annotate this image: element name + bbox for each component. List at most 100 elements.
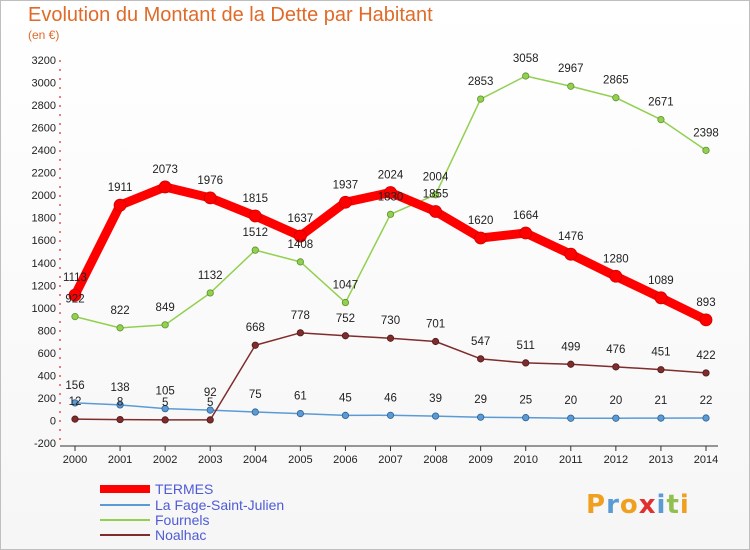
y-tick-label: 2800 [32,100,56,112]
data-label-termes: 1937 [333,179,359,191]
x-tick-label: 2006 [333,454,357,466]
data-label-noalhac: 511 [517,340,535,352]
data-label-noalhac: 547 [471,336,490,348]
data-point-termes [248,209,262,223]
data-label-la-fage-saint-julien: 61 [294,391,307,403]
y-tick-label: 1800 [32,213,56,225]
data-point-noalhac [522,359,530,367]
data-point-fournels [161,321,169,329]
data-point-noalhac [161,416,169,424]
y-tick-label: 800 [38,325,56,337]
data-point-fournels [702,146,710,154]
y-tick-label: 1400 [32,258,56,270]
y-tick-label: 3200 [32,55,56,67]
legend-label-noalhac: Noalhac [155,527,206,543]
x-tick-label: 2003 [198,454,222,466]
data-label-noalhac: 730 [381,315,400,327]
chart-title: Evolution du Montant de la Dette par Hab… [28,4,433,26]
data-point-termes [339,195,352,209]
data-point-noalhac [567,360,575,368]
data-point-noalhac [71,415,79,423]
data-label-fournels: 2398 [693,127,719,139]
data-point-fournels [612,94,620,102]
data-point-noalhac [431,337,440,346]
data-label-termes: 1089 [648,275,674,287]
data-label-noalhac: 5 [207,397,213,409]
data-label-noalhac: 752 [336,313,355,325]
data-point-la-fage-saint-julien [161,405,169,413]
y-tick-label: 1000 [32,303,56,315]
data-point-termes [429,205,442,218]
data-label-termes: 1664 [513,210,539,222]
data-label-termes: 1620 [468,215,494,227]
data-label-fournels: 849 [156,302,175,314]
data-point-termes [68,288,82,302]
data-point-noalhac [702,369,710,377]
data-label-termes: 893 [696,297,715,309]
x-tick-label: 2000 [63,454,87,466]
data-point-noalhac [477,355,485,363]
data-point-noalhac [612,363,620,371]
data-label-fournels: 1830 [378,191,404,203]
data-point-fournels [567,82,575,90]
data-label-termes: 1911 [108,182,133,194]
data-label-termes: 1637 [288,213,314,225]
y-tick-label: 1200 [32,280,56,292]
data-point-la-fage-saint-julien [251,408,259,416]
data-label-termes: 1815 [242,193,268,205]
data-point-fournels [657,115,665,124]
data-point-la-fage-saint-julien [116,401,124,409]
data-label-la-fage-saint-julien: 92 [204,387,217,399]
data-point-noalhac [657,366,665,374]
data-label-noalhac: 5 [162,397,168,409]
y-tick-label: 600 [38,348,56,360]
data-point-fournels [116,324,124,332]
data-point-la-fage-saint-julien [206,406,214,414]
data-label-fournels: 2853 [468,76,494,88]
x-tick-label: 2002 [153,454,177,466]
legend-label-la-fage-saint-julien: La Fage-Saint-Julien [155,497,284,513]
data-point-la-fage-saint-julien [386,411,395,419]
x-tick-label: 2011 [559,454,583,466]
data-label-termes: 2024 [378,169,404,181]
data-point-termes [474,231,488,245]
data-point-noalhac [251,341,259,349]
data-point-termes [203,191,217,205]
data-label-la-fage-saint-julien: 39 [429,393,442,405]
data-label-fournels: 2004 [423,172,449,184]
data-label-la-fage-saint-julien: 29 [474,394,487,406]
data-label-noalhac: 701 [426,319,445,331]
data-point-fournels [386,210,395,218]
data-label-termes: 1280 [603,253,629,265]
data-point-la-fage-saint-julien [567,414,575,422]
y-tick-label: -200 [34,438,56,450]
data-point-noalhac [206,416,214,424]
data-point-fournels [251,246,259,254]
y-tick-label: 3000 [32,78,56,90]
data-point-termes [564,247,578,261]
data-point-la-fage-saint-julien [702,414,710,422]
x-tick-label: 2007 [378,454,402,466]
data-point-fournels [477,95,485,103]
data-point-termes [699,313,713,327]
data-label-noalhac: 422 [696,350,715,362]
data-label-noalhac: 499 [561,341,580,353]
data-label-termes: 1855 [423,189,449,201]
data-point-noalhac [386,334,395,342]
data-point-la-fage-saint-julien [341,411,350,420]
y-tick-label: 2200 [32,168,56,180]
x-tick-label: 2014 [694,454,718,466]
x-tick-label: 2004 [243,454,267,466]
data-label-la-fage-saint-julien: 20 [609,395,622,407]
data-label-fournels: 2865 [603,75,629,87]
y-tick-label: 2400 [32,145,56,157]
data-point-la-fage-saint-julien [612,414,620,422]
data-point-termes [609,269,623,283]
data-point-la-fage-saint-julien [296,409,304,418]
data-point-la-fage-saint-julien [522,414,530,422]
y-tick-label: 2600 [32,123,56,135]
data-label-noalhac: 451 [651,347,670,359]
data-label-la-fage-saint-julien: 46 [384,392,397,404]
